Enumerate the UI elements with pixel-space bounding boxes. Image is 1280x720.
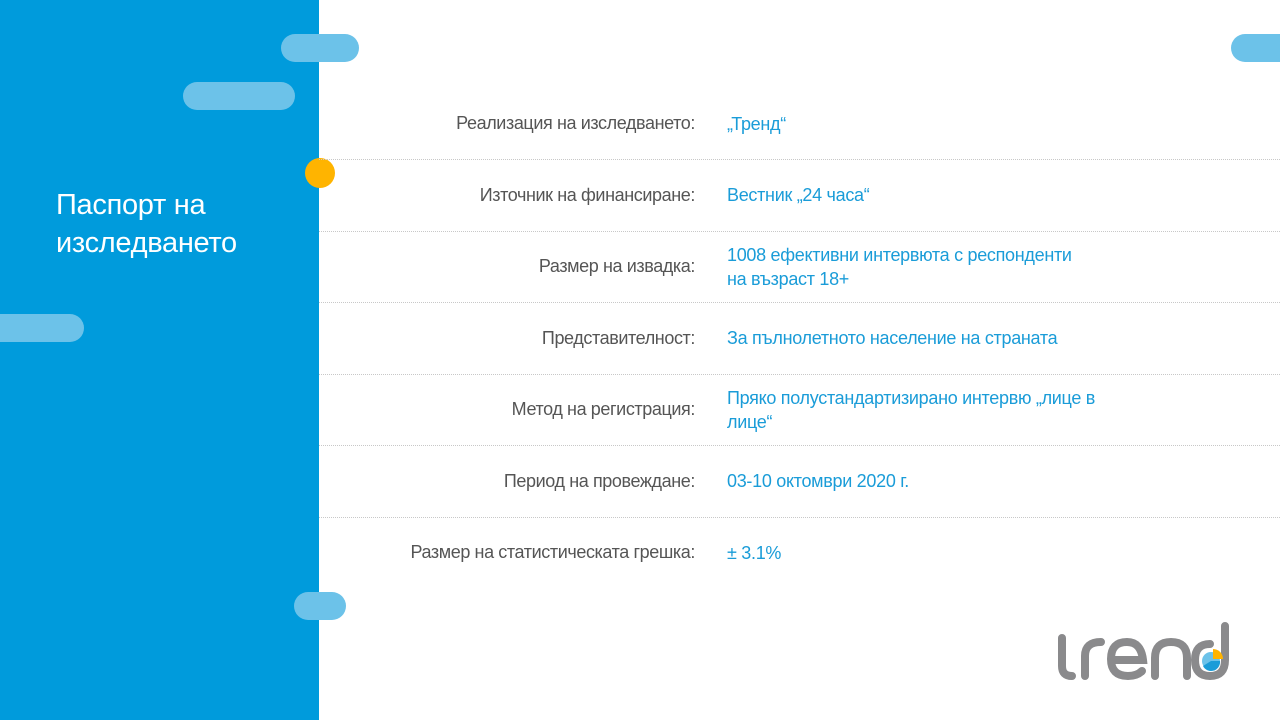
row-label: Период на провеждане: bbox=[503, 470, 696, 491]
row-label: Реализация на изследването: bbox=[456, 113, 695, 133]
row-label: Размер на извадка: bbox=[538, 256, 695, 276]
decorative-pill bbox=[281, 34, 359, 62]
row-label: Представителност: bbox=[541, 327, 695, 348]
decorative-pill bbox=[1231, 34, 1280, 62]
info-row: Реализация на изследването: „Тренд“ bbox=[319, 88, 1280, 160]
sidebar-panel bbox=[0, 0, 319, 720]
trend-logo bbox=[1058, 622, 1229, 681]
row-value: 03-10 октомври 2020 г. bbox=[727, 471, 909, 491]
row-value: Пряко полустандартизирано интервю „лице … bbox=[727, 387, 1096, 432]
page-title: Паспорт на изследването bbox=[56, 189, 237, 259]
row-value: ± 3.1% bbox=[727, 542, 782, 563]
info-row: Метод на регистрация: Пряко полустандарти… bbox=[319, 374, 1280, 446]
row-value: „Тренд“ bbox=[727, 113, 786, 134]
info-row: Период на провеждане: 03-10 октомври 2020… bbox=[319, 446, 1280, 518]
row-value: 1008 ефективни интервюта с респонденти н… bbox=[727, 244, 1072, 289]
info-row: Източник на финансиране: Вестник „24 часа… bbox=[319, 160, 1280, 232]
info-row: Представителност: За пълнолетното населен… bbox=[319, 303, 1280, 375]
row-label: Метод на регистрация: bbox=[511, 399, 696, 419]
decorative-pill bbox=[183, 82, 295, 110]
decorative-pill bbox=[0, 314, 84, 342]
row-label: Източник на финансиране: bbox=[479, 184, 696, 205]
decorative-pill bbox=[294, 592, 346, 620]
decorative-dot bbox=[305, 158, 335, 188]
row-label: Размер на статистическата грешка: bbox=[410, 542, 695, 562]
info-row: Размер на статистическата грешка: ± 3.1% bbox=[319, 517, 1280, 588]
info-row: Размер на извадка: 1008 ефективни интервю… bbox=[319, 231, 1280, 303]
row-value: Вестник „24 часа“ bbox=[727, 185, 870, 205]
row-value: За пълнолетното население на страната bbox=[727, 328, 1058, 348]
